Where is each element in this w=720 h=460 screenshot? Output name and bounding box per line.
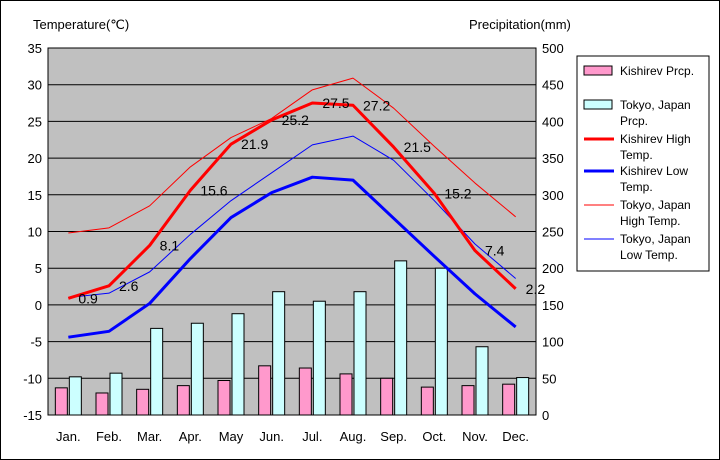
precip-bar bbox=[434, 267, 448, 416]
x-tick-label: May bbox=[219, 429, 244, 444]
legend-label: High Temp. bbox=[620, 214, 680, 228]
precip-bar bbox=[150, 327, 164, 416]
precip-bar bbox=[298, 367, 312, 416]
legend-swatch bbox=[583, 99, 613, 110]
x-tick-label: Jun. bbox=[259, 429, 284, 444]
legend-label: Tokyo, Japan bbox=[620, 98, 691, 112]
y-left-tick-label: -5 bbox=[30, 335, 42, 350]
legend-label: Temp. bbox=[620, 148, 653, 162]
y-left-tick-label: 15 bbox=[28, 188, 42, 203]
precip-bar bbox=[312, 300, 326, 416]
data-label: 2.2 bbox=[526, 281, 546, 297]
precip-bar bbox=[475, 346, 489, 416]
precip-bar bbox=[394, 260, 408, 416]
y-right-tick-label: 400 bbox=[542, 114, 564, 129]
data-label: 27.5 bbox=[322, 95, 349, 111]
precip-bar bbox=[516, 377, 530, 416]
precip-bar bbox=[95, 392, 109, 416]
legend-label: Temp. bbox=[620, 180, 653, 194]
data-label: 27.2 bbox=[363, 97, 390, 113]
legend-label: Tokyo, Japan bbox=[620, 198, 691, 212]
x-tick-label: Aug. bbox=[340, 429, 367, 444]
y-right-tick-label: 450 bbox=[542, 78, 564, 93]
legend-swatch bbox=[583, 65, 613, 76]
precip-bar bbox=[420, 386, 434, 416]
y-left-tick-label: 10 bbox=[28, 225, 42, 240]
legend-label: Kishirev High bbox=[620, 132, 691, 146]
temp-line bbox=[68, 175, 517, 339]
precip-bar bbox=[353, 291, 367, 416]
precip-bar bbox=[502, 383, 516, 416]
data-label: 8.1 bbox=[160, 237, 180, 253]
legend-label: Tokyo, Japan bbox=[620, 232, 691, 246]
data-label: 21.9 bbox=[241, 136, 268, 152]
x-tick-label: Nov. bbox=[462, 429, 488, 444]
data-label: 25.2 bbox=[282, 112, 309, 128]
precip-bar bbox=[176, 385, 190, 416]
y-left-tick-label: -10 bbox=[23, 371, 42, 386]
precip-bar bbox=[231, 313, 245, 416]
x-tick-label: Apr. bbox=[179, 429, 202, 444]
y-right-axis-title: Precipitation(mm) bbox=[469, 17, 571, 32]
y-left-tick-label: 35 bbox=[28, 41, 42, 56]
data-label: 2.6 bbox=[119, 278, 139, 294]
precip-bar bbox=[217, 380, 231, 416]
legend-label: Low Temp. bbox=[620, 248, 678, 262]
data-label: 21.5 bbox=[404, 139, 431, 155]
precip-bar bbox=[68, 376, 82, 416]
x-tick-label: Feb. bbox=[96, 429, 122, 444]
x-tick-label: Jul. bbox=[302, 429, 322, 444]
precip-bar bbox=[136, 388, 150, 416]
temp-line bbox=[67, 101, 517, 300]
data-label: 15.2 bbox=[444, 185, 471, 201]
x-tick-label: Sep. bbox=[380, 429, 407, 444]
y-right-tick-label: 200 bbox=[542, 261, 564, 276]
y-right-tick-label: 100 bbox=[542, 335, 564, 350]
data-label: 0.9 bbox=[78, 290, 98, 306]
y-left-tick-label: 5 bbox=[35, 261, 42, 276]
precip-bar bbox=[339, 373, 353, 416]
y-right-tick-label: 150 bbox=[542, 298, 564, 313]
y-left-tick-label: 30 bbox=[28, 78, 42, 93]
legend-label: Prcp. bbox=[620, 114, 648, 128]
precip-bar bbox=[109, 372, 123, 416]
x-tick-label: Oct. bbox=[422, 429, 446, 444]
y-right-tick-label: 0 bbox=[542, 408, 549, 423]
y-right-tick-label: 350 bbox=[542, 151, 564, 166]
y-left-tick-label: 25 bbox=[28, 114, 42, 129]
temp-line bbox=[68, 135, 516, 299]
y-right-tick-label: 50 bbox=[542, 371, 556, 386]
y-right-tick-label: 500 bbox=[542, 41, 564, 56]
precip-bar bbox=[380, 377, 394, 416]
precip-bar bbox=[272, 291, 286, 416]
y-left-axis-title: Temperature(℃) bbox=[33, 17, 129, 32]
y-right-tick-label: 250 bbox=[542, 225, 564, 240]
y-right-tick-label: 300 bbox=[542, 188, 564, 203]
precip-bar bbox=[54, 387, 68, 416]
x-tick-label: Dec. bbox=[502, 429, 529, 444]
legend-label: Kishirev Prcp. bbox=[620, 64, 694, 78]
precip-bar bbox=[190, 322, 204, 416]
y-left-tick-label: -15 bbox=[23, 408, 42, 423]
legend-label: Kishirev Low bbox=[620, 164, 688, 178]
data-label: 15.6 bbox=[200, 182, 227, 198]
precip-bar bbox=[258, 365, 272, 416]
y-left-tick-label: 0 bbox=[35, 298, 42, 313]
temp-line bbox=[68, 77, 516, 234]
data-label: 7.4 bbox=[485, 243, 505, 259]
x-tick-label: Mar. bbox=[137, 429, 162, 444]
y-left-tick-label: 20 bbox=[28, 151, 42, 166]
x-tick-label: Jan. bbox=[56, 429, 81, 444]
precip-bar bbox=[461, 385, 475, 416]
legend-box bbox=[576, 55, 710, 272]
